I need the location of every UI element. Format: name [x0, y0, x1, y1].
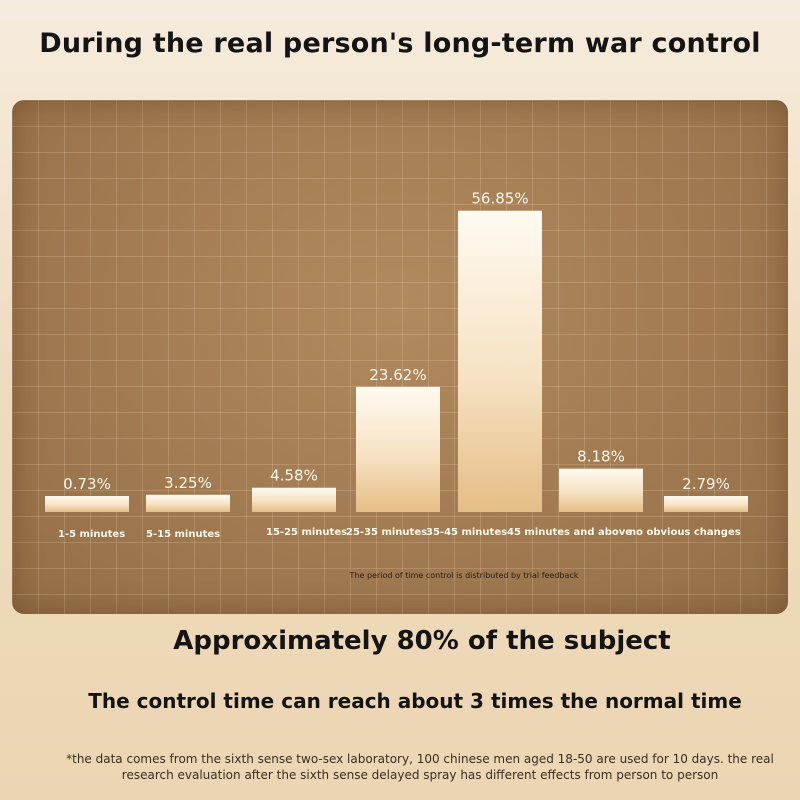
category-label: 1-5 minutes [58, 529, 125, 540]
bar-value-label: 4.58% [270, 467, 318, 485]
bar-4 [356, 386, 440, 512]
chart-note: The period of time control is distribute… [349, 571, 579, 580]
category-label: 15-25 minutes [266, 527, 347, 538]
category-label: 45 minutes and above [507, 527, 632, 538]
bar-chart: 0.73% 3.25% 4.58% 23.62% 56.85% 8.18% 2.79% 1-… [45, 190, 748, 580]
subheadline: The control time can reach about 3 times… [88, 689, 742, 713]
page-title: During the real person's long-term war c… [39, 28, 761, 59]
bar-6 [559, 468, 643, 512]
bar-value-label: 0.73% [63, 475, 111, 493]
bar-value-label: 23.62% [369, 366, 426, 384]
bar-7 [664, 496, 748, 512]
chart-panel: 0.73% 3.25% 4.58% 23.62% 56.85% 8.18% 2.79% 1-… [12, 100, 788, 614]
footnote: *the data comes from the sixth sense two… [66, 752, 774, 782]
bar-value-label: 3.25% [164, 474, 212, 492]
bar-1 [45, 496, 129, 512]
bar-2 [146, 494, 230, 512]
category-label: 35-45 minutes [426, 527, 507, 538]
bar-value-label: 2.79% [682, 475, 730, 493]
bar-value-label: 8.18% [577, 448, 625, 466]
headline: Approximately 80% of the subject [173, 626, 671, 656]
category-label: no obvious changes [629, 527, 741, 538]
bar-value-label: 56.85% [471, 190, 528, 208]
category-label: 5-15 minutes [146, 529, 220, 540]
category-label: 25-35 minutes [346, 527, 427, 538]
bar-3 [252, 487, 336, 512]
bar-5 [458, 210, 542, 512]
